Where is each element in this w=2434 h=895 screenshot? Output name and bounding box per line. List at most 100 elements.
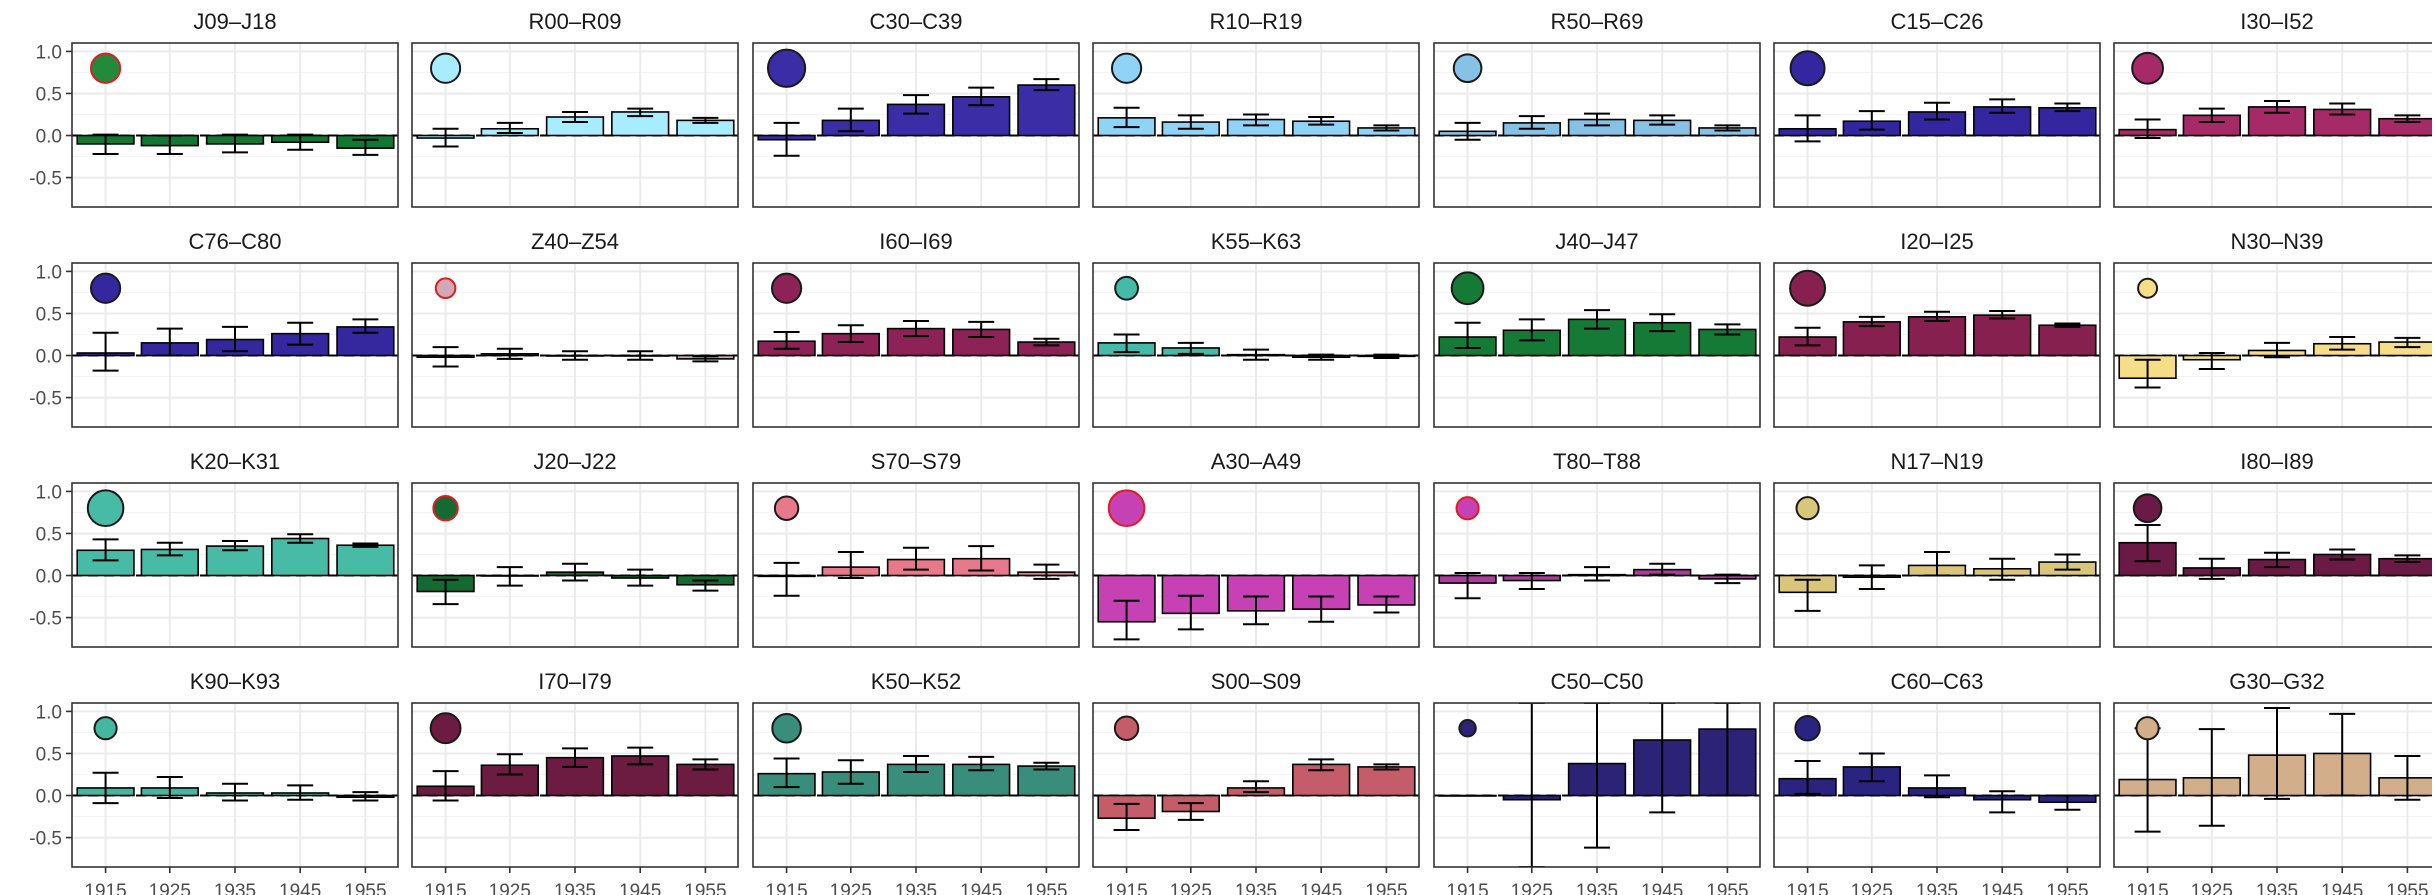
panel-content	[2114, 51, 2432, 140]
x-tick-label: 1915	[1786, 881, 1828, 895]
panel: C30–C39	[752, 9, 1080, 208]
panel: R50–R69	[1433, 9, 1761, 208]
panel-border	[1773, 482, 2101, 648]
panel-content	[2114, 277, 2432, 389]
y-tick-label: 0.5	[36, 84, 62, 105]
x-tick-label: 1945	[960, 881, 1002, 895]
panel-border	[71, 482, 399, 648]
x-tick-label: 1915	[424, 881, 466, 895]
point-marker	[429, 52, 462, 84]
point-marker	[770, 272, 803, 304]
x-tick-label: 1935	[1916, 881, 1958, 895]
panel: G30–G32 1915 1925 1935 1945 1955	[2113, 669, 2432, 895]
point-marker	[432, 495, 459, 522]
panel-content	[412, 52, 738, 148]
panel-content	[1774, 50, 2100, 143]
y-tick-label: 0.0	[36, 347, 62, 368]
panel-title: J20–J22	[533, 449, 616, 474]
bar	[1438, 794, 1497, 797]
panel-border	[411, 482, 739, 648]
panel-title: T80–T88	[1553, 449, 1641, 474]
y-tick-label: -0.5	[29, 609, 62, 630]
panel-content	[753, 48, 1079, 157]
panel-title: A30–A49	[1211, 449, 1302, 474]
bar	[1161, 574, 1220, 615]
panel: R10–R19	[1092, 9, 1420, 208]
point-marker	[2135, 716, 2160, 741]
gridlines	[1434, 483, 1760, 647]
panel-title: K90–K93	[190, 669, 281, 694]
x-tick-label: 1925	[1170, 881, 1212, 895]
panel: K55–K63	[1092, 229, 1420, 428]
x-tick-label: 1915	[2126, 881, 2168, 895]
panel-border	[752, 482, 1080, 648]
panel-content	[1434, 496, 1760, 600]
panel: J09–J18 -0.5 0.0 0.5 1.0	[29, 9, 399, 208]
y-tick-label: -0.5	[29, 829, 62, 850]
panel-border	[411, 42, 739, 208]
panel: N30–N39	[2113, 229, 2432, 428]
x-tick-label: 1935	[1235, 881, 1277, 895]
y-tick-label: 1.0	[36, 482, 62, 503]
bar	[1017, 84, 1076, 137]
plot-root: J09–J18 -0.5 0.0 0.5 1.0 R00–R09 C30–C39 R10–R1…	[29, 9, 2432, 895]
x-tick-label: 1955	[1706, 881, 1748, 895]
y-tick-label: -0.5	[29, 389, 62, 410]
panel-content	[1434, 271, 1760, 357]
panel-content	[412, 277, 738, 368]
x-tick-label: 1935	[554, 881, 596, 895]
panel-content	[412, 495, 738, 606]
panel: I30–I52	[2113, 9, 2432, 208]
panel-border	[1092, 42, 1420, 208]
bar	[676, 763, 735, 797]
panel: I60–I69	[752, 229, 1080, 428]
panel-title: K50–K52	[871, 669, 962, 694]
panel-title: I80–I89	[2240, 449, 2313, 474]
panel-title: J40–J47	[1555, 229, 1638, 254]
x-tick-label: 1945	[1641, 881, 1683, 895]
y-tick-label: 1.0	[36, 702, 62, 723]
panel-border	[411, 262, 739, 428]
panel-content	[1093, 715, 1419, 831]
bar	[611, 755, 670, 797]
y-tick-label: 0.0	[36, 567, 62, 588]
x-tick-label: 1915	[1446, 881, 1488, 895]
panel-title: C50–C50	[1551, 669, 1644, 694]
x-tick-label: 1955	[684, 881, 726, 895]
panel-title: C76–C80	[189, 229, 282, 254]
panel-border	[2113, 42, 2432, 208]
x-tick-label: 1955	[344, 881, 386, 895]
x-tick-label: 1925	[489, 881, 531, 895]
x-tick-label: 1955	[2046, 881, 2088, 895]
panel-content	[1434, 703, 1760, 867]
x-tick-label: 1945	[279, 881, 321, 895]
panel-title: S00–S09	[1211, 669, 1302, 694]
y-tick-label: 0.5	[36, 524, 62, 545]
y-tick-label: 0.0	[36, 787, 62, 808]
x-tick-label: 1915	[84, 881, 126, 895]
panel-title: J09–J18	[193, 9, 276, 34]
panel: S00–S09 1915 1925 1935 1945 1955	[1092, 669, 1420, 895]
bar	[1633, 321, 1692, 357]
panel-border	[752, 262, 1080, 428]
panel: A30–A49	[1092, 449, 1420, 648]
x-tick-label: 1945	[2321, 881, 2363, 895]
panel-border	[2113, 482, 2432, 648]
panel-content	[412, 712, 738, 802]
x-tick-label: 1955	[1025, 881, 1067, 895]
panel-title: K20–K31	[190, 449, 281, 474]
panel-border	[71, 262, 399, 428]
panel-border	[1092, 262, 1420, 428]
panel-border	[1433, 482, 1761, 648]
point-marker	[1795, 496, 1820, 521]
panel: I80–I89	[2113, 449, 2432, 648]
x-tick-label: 1915	[765, 881, 807, 895]
point-marker	[434, 277, 457, 300]
panel: N17–N19	[1773, 449, 2101, 648]
point-marker	[93, 716, 118, 741]
panel: C15–C26	[1773, 9, 2101, 208]
y-tick-label: 1.0	[36, 42, 62, 63]
x-tick-label: 1935	[214, 881, 256, 895]
x-tick-label: 1925	[1511, 881, 1553, 895]
panel-content	[72, 489, 398, 577]
